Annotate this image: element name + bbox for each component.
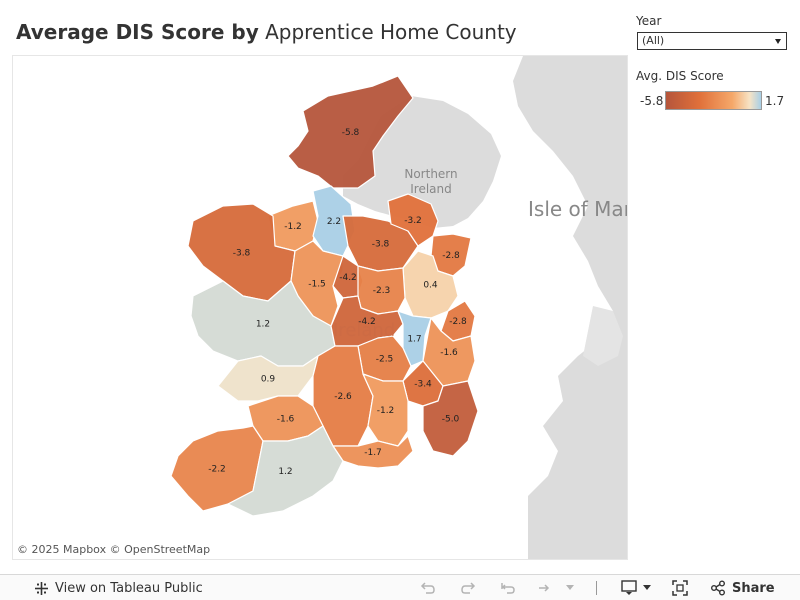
county-value-label: -3.4: [414, 380, 432, 390]
title-bold: Average DIS Score by: [16, 20, 259, 44]
share-button[interactable]: Share: [710, 575, 775, 600]
county-value-label: -1.7: [364, 448, 382, 458]
county-value-label: -4.2: [339, 273, 357, 283]
county-value-label: 1.2: [278, 467, 292, 477]
revert-button[interactable]: [500, 575, 516, 600]
map-attribution[interactable]: © 2025 Mapbox © OpenStreetMap: [17, 543, 211, 556]
county-value-label: -2.2: [208, 465, 226, 475]
fullscreen-icon: [672, 580, 688, 596]
county-value-label: -1.6: [277, 415, 295, 425]
color-legend-max: 1.7: [765, 94, 785, 108]
county-value-label: -3.8: [372, 240, 390, 250]
year-filter-value: (All): [642, 34, 665, 47]
color-legend-title: Avg. DIS Score: [636, 69, 724, 83]
download-button[interactable]: [621, 575, 651, 600]
share-label: Share: [732, 580, 775, 596]
refresh-button[interactable]: [536, 575, 554, 600]
share-icon: [711, 580, 725, 596]
county-value-label: -3.2: [404, 216, 422, 226]
view-on-tableau-public-label: View on Tableau Public: [55, 580, 203, 596]
view-on-tableau-public-link[interactable]: View on Tableau Public: [34, 575, 203, 600]
chevron-down-icon: [775, 39, 781, 44]
county-wexford[interactable]: [422, 380, 479, 457]
county-value-label: 0.4: [423, 281, 438, 291]
download-icon: [621, 580, 637, 595]
tableau-logo-icon: [35, 581, 48, 595]
county-donegal[interactable]: [287, 75, 414, 189]
county-cork[interactable]: [227, 425, 344, 517]
year-filter-dropdown[interactable]: (All): [637, 32, 787, 50]
refresh-dropdown-button[interactable]: [566, 575, 574, 600]
county-value-label: 2.2: [327, 217, 341, 227]
county-value-label: -2.5: [376, 355, 394, 365]
caret-down-icon: [566, 585, 574, 590]
page-title: Average DIS Score by Apprentice Home Cou…: [16, 20, 517, 44]
county-value-label: -1.6: [440, 348, 458, 358]
map-label-northern-ireland: Northern: [404, 167, 457, 181]
toolbar-divider: [596, 581, 597, 595]
county-value-label: -2.3: [373, 286, 391, 296]
map-canvas[interactable]: -5.8 -1.2 2.2 -3.8 -3.2 -3.8 -1.5 -4.2 -2.8 0.4 -2…: [13, 56, 628, 560]
fullscreen-button[interactable]: [672, 575, 688, 600]
county-value-label: -1.5: [308, 280, 326, 290]
map-view[interactable]: -5.8 -1.2 2.2 -3.8 -3.2 -3.8 -1.5 -4.2 -2.8 0.4 -2…: [12, 55, 628, 560]
map-label-ireland: Ireland: [333, 320, 395, 341]
county-value-label: -1.2: [377, 406, 395, 416]
county-value-label: -3.8: [233, 249, 251, 259]
undo-button[interactable]: [420, 575, 436, 600]
county-waterford[interactable]: [332, 435, 414, 469]
color-legend-min: -5.8: [640, 94, 664, 108]
year-filter-label: Year: [636, 14, 662, 28]
county-cavan[interactable]: [342, 215, 419, 272]
county-value-label: -5.0: [442, 415, 460, 425]
title-normal: Apprentice Home County: [265, 20, 517, 44]
map-label-isle-of-man: Isle of Man: [528, 197, 628, 221]
county-value-label: -4.2: [358, 317, 376, 327]
county-meath[interactable]: [402, 250, 459, 319]
county-value-label: -1.2: [284, 222, 302, 232]
county-value-label: 0.9: [261, 375, 276, 385]
tableau-toolbar: View on Tableau Public: [0, 574, 800, 600]
refresh-icon: [539, 584, 550, 592]
redo-icon: [461, 582, 476, 594]
map-label-northern-ireland-2: Ireland: [410, 182, 452, 196]
county-value-label: 1.7: [407, 335, 421, 345]
britain-landmass: [513, 56, 627, 559]
county-value-label: -5.8: [342, 128, 360, 138]
revert-icon: [501, 583, 515, 594]
caret-down-icon: [643, 585, 651, 590]
county-value-label: -2.6: [334, 392, 352, 402]
color-legend-gradient: [665, 91, 762, 110]
redo-button[interactable]: [460, 575, 476, 600]
county-kilkenny[interactable]: [362, 373, 409, 447]
county-value-label: -2.8: [442, 251, 460, 261]
county-value-label: -2.8: [449, 317, 467, 327]
wales-landmass: [583, 306, 623, 366]
undo-icon: [420, 582, 435, 594]
county-value-label: 1.2: [256, 320, 270, 330]
